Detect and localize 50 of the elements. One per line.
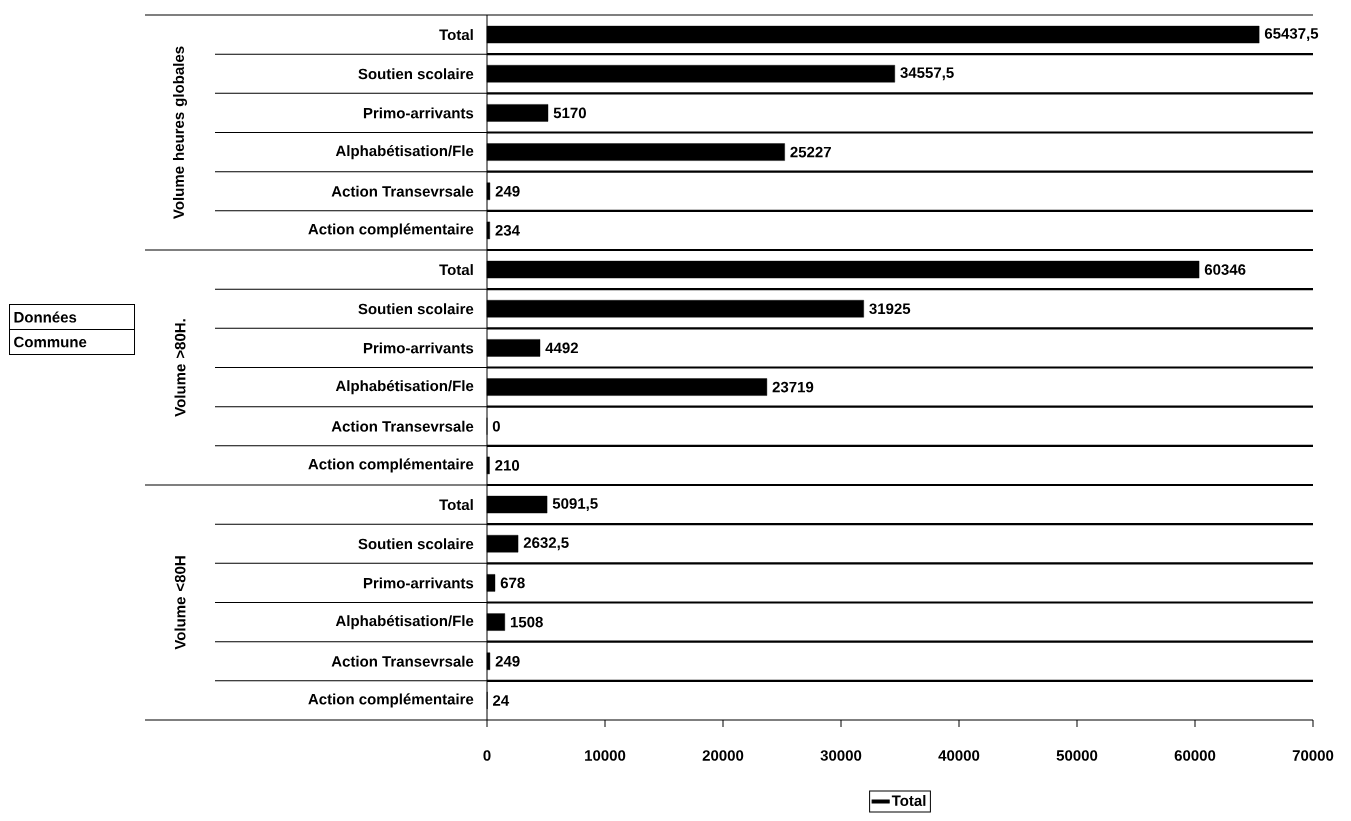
data-label: 2632,5 [523, 537, 569, 551]
data-label: 23719 [772, 381, 814, 393]
y-tick-label: Action complémentaire [308, 223, 474, 238]
data-label: 25227 [790, 146, 831, 158]
y-tick-label: Soutien scolaire [358, 68, 474, 80]
text: Volume heures globales [172, 46, 188, 219]
text: Volume >80H. [174, 319, 186, 417]
data-label: 234 [495, 225, 520, 236]
x-tick-label: 70000 [1292, 750, 1334, 761]
data-label: 31925 [869, 303, 911, 315]
text: Volume <80H [174, 556, 186, 650]
x-tick-label: 40000 [938, 750, 980, 761]
x-tick-label: 10000 [585, 750, 626, 761]
data-label: 34557,5 [900, 67, 954, 81]
y-tick-label: Action Transevrsale [331, 420, 474, 432]
x-tick-label: 0 [483, 750, 491, 761]
y-tick-label: Alphabétisation/Fle [335, 380, 474, 395]
data-label: 60346 [1204, 264, 1246, 275]
y-tick-label: Action Transevrsale [331, 185, 474, 197]
text: Données [14, 311, 77, 323]
data-label: 65437,5 [1264, 28, 1319, 41]
data-label: 24 [493, 695, 510, 706]
y-tick-label: Action complémentaire [308, 693, 474, 708]
text: Commune [14, 336, 87, 348]
x-tick-label: 20000 [702, 750, 744, 761]
data-label: 678 [500, 577, 525, 589]
legend-label: Total [891, 795, 926, 807]
y-tick-label: Soutien scolaire [358, 303, 474, 315]
data-label: 249 [495, 185, 520, 197]
x-tick-label: 60000 [1174, 750, 1216, 761]
data-label: 1508 [510, 616, 543, 628]
y-tick-label: Alphabétisation/Fle [335, 145, 474, 160]
data-label: 0 [492, 420, 500, 432]
data-label: 249 [495, 655, 520, 667]
data-label: 4492 [545, 342, 578, 354]
data-label: 5170 [553, 107, 586, 119]
y-tick-label: Primo-arrivants [363, 342, 474, 354]
y-tick-label: Total [439, 264, 473, 276]
y-tick-label: Total [439, 499, 473, 511]
y-tick-label: Soutien scolaire [358, 538, 474, 550]
y-tick-label: Action complémentaire [308, 458, 474, 473]
y-tick-label: Alphabétisation/Fle [335, 615, 474, 630]
y-tick-label: Action Transevrsale [331, 655, 474, 667]
y-tick-label: Primo-arrivants [363, 577, 474, 589]
data-label: 210 [495, 460, 520, 471]
data-label: 5091,5 [552, 498, 598, 511]
x-tick-label: 50000 [1056, 750, 1098, 761]
y-tick-label: Primo-arrivants [363, 107, 474, 119]
y-tick-label: Total [439, 29, 473, 41]
x-tick-label: 30000 [820, 750, 862, 761]
